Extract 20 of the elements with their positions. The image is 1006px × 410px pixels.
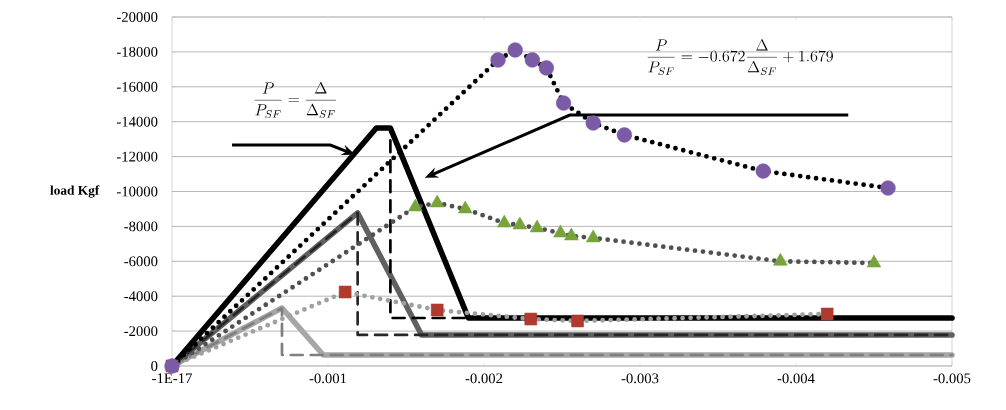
y-tick-label: -20000 (116, 12, 158, 22)
y-tick-label: -18000 (116, 46, 158, 57)
y-tick-label: -8000 (124, 221, 158, 232)
x-tick-label: -0.004 (777, 373, 815, 384)
x-tick-label: -0.003 (621, 373, 659, 384)
annotation: $\frac{P}{P_{SF}}=-0.672\frac{\Delta}{\Delta_{SF}}+1.679$ (647, 39, 833, 75)
annotation: $\frac{P}{P_{SF}}=\frac{\Delta}{\Delta_{SF}}$ (254, 82, 336, 118)
y-tick-label: -12000 (116, 151, 158, 162)
y-tick-label: -16000 (116, 81, 158, 92)
x-tick-label: -0.005 (933, 373, 971, 384)
x-tick-label: -0.001 (309, 373, 347, 384)
y-tick-label: 0 (151, 361, 158, 371)
y-tick-label: -10000 (116, 186, 158, 197)
y-tick-label: -6000 (124, 256, 158, 267)
y-axis-title: load Kgf (50, 185, 100, 198)
x-tick-label: -1E-17 (152, 373, 192, 384)
y-tick-label: -14000 (116, 116, 158, 127)
x-tick-label: -0.002 (465, 373, 503, 384)
y-tick-label: -2000 (124, 326, 158, 337)
y-tick-label: -4000 (124, 291, 158, 302)
